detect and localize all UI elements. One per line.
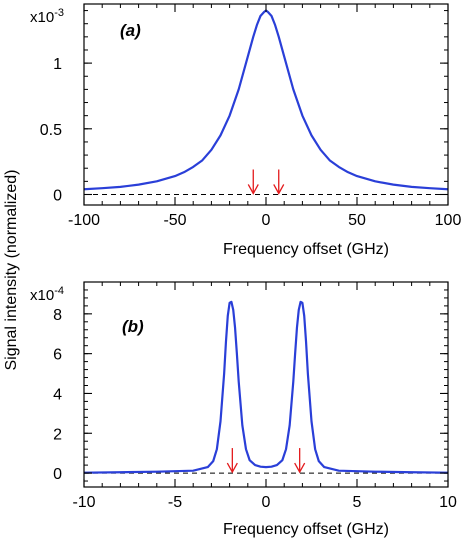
panel-a-x-axis-label: Frequency offset (GHz) bbox=[223, 241, 389, 258]
panel-b-marker-arrow-1-head bbox=[294, 462, 306, 474]
panel-b-label: (b) bbox=[122, 317, 144, 336]
panel-b-y-scale-mantissa: x10 bbox=[30, 287, 54, 304]
panel-b-y-scale-exponent: -4 bbox=[54, 285, 64, 297]
panel-a-y-tick-label: 1 bbox=[53, 56, 62, 73]
panel-a-y-scale-exponent: -3 bbox=[54, 7, 64, 19]
panel-a-x-tick-label: 100 bbox=[435, 212, 462, 229]
panel-a-marker-arrow-1-head bbox=[273, 184, 285, 195]
panel-b-y-tick-label: 8 bbox=[53, 307, 62, 324]
panel-b-plot-group: -10 -5 0 5 10 0 2 4 6 8 bbox=[53, 281, 457, 511]
panel-a-y-tick-label: 0.5 bbox=[40, 122, 62, 139]
panel-b-y-tick-label: 4 bbox=[53, 386, 62, 403]
panel-b-y-tick-label: 2 bbox=[53, 426, 62, 443]
panel-b-x-tick-label: -5 bbox=[168, 494, 182, 511]
shared-y-axis-label: Signal intensity (normalized) bbox=[3, 170, 20, 371]
panel-b-x-tick-label: -10 bbox=[72, 494, 95, 511]
panel-b-x-tick-label: 5 bbox=[353, 494, 362, 511]
panel-b-series-line-0 bbox=[83, 300, 449, 474]
panel-b-x-axis-label: Frequency offset (GHz) bbox=[223, 521, 389, 538]
panel-a-y-scale: x10-3 bbox=[30, 7, 64, 26]
panel-a: -100 -50 0 50 100 0 0.5 1 (a) x10-3 Frequency o… bbox=[30, 3, 462, 258]
panel-a-x-tick-label: -100 bbox=[68, 212, 100, 229]
panel-a-marker-arrow-0-head bbox=[247, 184, 259, 195]
panel-b-y-scale: x10-4 bbox=[30, 285, 64, 304]
panel-b-y-tick-label: 0 bbox=[53, 466, 62, 483]
panel-b: -10 -5 0 5 10 0 2 4 6 8 (b) x10-4 Frequency offse… bbox=[30, 281, 457, 538]
panel-b-x-tick-label: 0 bbox=[262, 494, 271, 511]
panel-a-y-tick-label: 0 bbox=[53, 187, 62, 204]
panel-a-x-tick-label: 50 bbox=[348, 212, 366, 229]
panel-b-plot-frame bbox=[83, 281, 449, 488]
panel-b-x-tick-label: 10 bbox=[439, 494, 457, 511]
panel-a-x-tick-label: -50 bbox=[163, 212, 186, 229]
panel-a-plot-group: -100 -50 0 50 100 0 0.5 1 bbox=[40, 3, 462, 229]
panel-a-x-tick-label: 0 bbox=[262, 212, 271, 229]
panel-a-y-scale-mantissa: x10 bbox=[30, 9, 54, 26]
panel-b-marker-arrow-0-head bbox=[226, 462, 238, 474]
panel-a-label: (a) bbox=[120, 21, 141, 40]
panel-b-y-tick-label: 6 bbox=[53, 347, 62, 364]
